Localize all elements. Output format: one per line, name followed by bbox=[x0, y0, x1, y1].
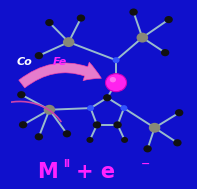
Circle shape bbox=[121, 137, 128, 143]
Circle shape bbox=[35, 133, 43, 140]
Text: Co: Co bbox=[16, 57, 32, 67]
Circle shape bbox=[164, 16, 173, 23]
Circle shape bbox=[143, 145, 152, 152]
Circle shape bbox=[120, 105, 127, 111]
Text: Fe: Fe bbox=[53, 57, 67, 67]
Circle shape bbox=[87, 105, 94, 111]
Circle shape bbox=[173, 139, 182, 146]
Circle shape bbox=[106, 74, 126, 92]
Text: −: − bbox=[141, 159, 150, 169]
Circle shape bbox=[149, 123, 160, 133]
Circle shape bbox=[35, 52, 43, 59]
Circle shape bbox=[86, 137, 93, 143]
Circle shape bbox=[93, 121, 101, 129]
Circle shape bbox=[161, 49, 169, 56]
Circle shape bbox=[17, 91, 26, 98]
Circle shape bbox=[129, 9, 138, 16]
Circle shape bbox=[103, 94, 112, 101]
Circle shape bbox=[112, 57, 120, 63]
Circle shape bbox=[110, 77, 116, 82]
Circle shape bbox=[19, 121, 27, 128]
Circle shape bbox=[175, 109, 183, 116]
FancyArrowPatch shape bbox=[19, 62, 101, 88]
Text: + e: + e bbox=[76, 162, 115, 182]
Circle shape bbox=[45, 19, 54, 26]
Circle shape bbox=[113, 121, 122, 129]
Text: M: M bbox=[37, 162, 58, 182]
Circle shape bbox=[77, 15, 85, 22]
Circle shape bbox=[63, 37, 74, 47]
Circle shape bbox=[63, 130, 71, 137]
Circle shape bbox=[137, 33, 148, 43]
Circle shape bbox=[44, 105, 55, 115]
Text: II: II bbox=[63, 159, 71, 169]
